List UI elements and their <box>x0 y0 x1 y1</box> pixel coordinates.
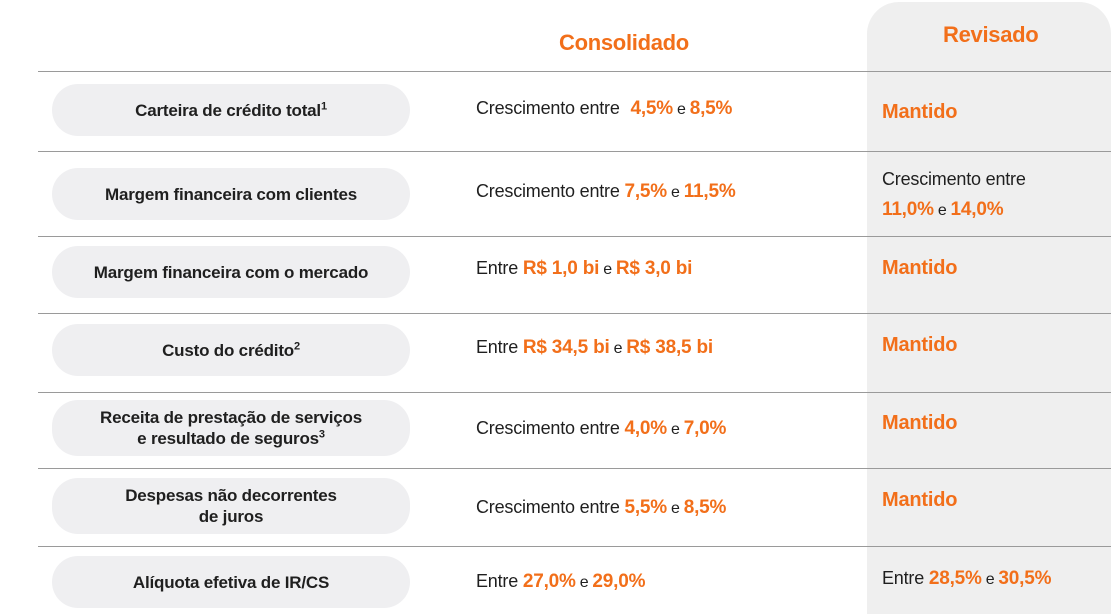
footnote-marker: 3 <box>318 428 325 441</box>
value-low: 4,0% <box>624 418 667 439</box>
row-label-carteira: Carteira de crédito total1 <box>52 84 410 136</box>
footnote-marker: 2 <box>293 339 300 352</box>
revisado-value: Mantido <box>882 334 958 356</box>
value-prefix: Crescimento entre <box>476 497 620 517</box>
value-conj: e <box>671 421 680 438</box>
label-text: Carteira de crédito total <box>135 100 321 120</box>
value-low: 5,5% <box>624 497 667 518</box>
value-conj: e <box>671 184 680 201</box>
revisado-column-panel <box>867 2 1111 614</box>
value-prefix: Entre <box>476 571 519 591</box>
label-text: Margem financeira com o mercado <box>93 262 369 282</box>
consolidado-value: Crescimento entre 7,5% e 11,5% <box>476 181 736 203</box>
consolidado-value: Crescimento entre 4,0% e 7,0% <box>476 418 726 440</box>
value-low: 27,0% <box>522 571 576 592</box>
value-low: 4,5% <box>630 98 673 119</box>
row-divider <box>38 392 1111 393</box>
consolidado-value: Crescimento entre 4,5% e 8,5% <box>476 98 732 120</box>
value-high: 8,5% <box>689 98 733 119</box>
row-label-custo-credito: Custo do crédito2 <box>52 324 410 376</box>
consolidado-value: Entre R$ 34,5 bi e R$ 38,5 bi <box>476 337 713 359</box>
revisado-value: Entre 28,5% e 30,5% <box>882 568 1051 590</box>
footnote-marker: 1 <box>320 99 327 112</box>
revised-prefix: Entre <box>882 568 925 588</box>
consolidado-value: Crescimento entre 5,5% e 8,5% <box>476 497 726 519</box>
value-high: 8,5% <box>683 497 727 518</box>
value-high: R$ 38,5 bi <box>626 337 713 358</box>
revised-conj: e <box>985 571 995 588</box>
value-high: 11,5% <box>683 181 736 202</box>
row-divider <box>38 546 1111 547</box>
value-high: R$ 3,0 bi <box>615 258 693 279</box>
row-divider <box>38 71 1111 72</box>
revisado-value: Mantido <box>882 257 958 279</box>
revised-low: 11,0% <box>882 199 934 220</box>
row-label-margem-mercado: Margem financeira com o mercado <box>52 246 410 298</box>
value-prefix: Entre <box>476 258 519 278</box>
revisado-value: Crescimento entre 11,0% e 14,0% <box>882 164 1026 226</box>
label-text: Alíquota efetiva de IR/CS <box>132 572 330 592</box>
revisado-value: Mantido <box>882 412 958 434</box>
revised-conj: e <box>937 202 947 219</box>
value-prefix: Crescimento entre <box>476 98 620 118</box>
row-label-aliquota: Alíquota efetiva de IR/CS <box>52 556 410 608</box>
revisado-value: Mantido <box>882 489 958 511</box>
label-text: Custo do crédito <box>162 340 294 360</box>
label-text: Margem financeira com clientes <box>105 184 357 204</box>
revised-high: 30,5% <box>998 568 1052 589</box>
row-divider <box>38 468 1111 469</box>
revised-high: 14,0% <box>950 199 1004 220</box>
label-text-line1: Despesas não decorrentes <box>125 486 337 505</box>
value-prefix: Crescimento entre <box>476 418 620 438</box>
value-high: 29,0% <box>592 571 646 592</box>
label-text-line2: e resultado de seguros <box>137 429 319 448</box>
value-conj: e <box>603 261 612 278</box>
row-label-receita-servicos: Receita de prestação de serviços e resul… <box>52 400 410 456</box>
row-divider <box>38 236 1111 237</box>
value-conj: e <box>671 500 680 517</box>
label-text-line1: Receita de prestação de serviços <box>100 408 362 427</box>
row-label-despesas: Despesas não decorrentes de juros <box>52 478 410 534</box>
revised-low: 28,5% <box>928 568 982 589</box>
label-text-line2: de juros <box>198 507 264 526</box>
value-conj: e <box>677 101 686 118</box>
value-prefix: Entre <box>476 337 519 357</box>
row-divider <box>38 151 1111 152</box>
value-conj: e <box>613 340 623 357</box>
value-low: R$ 34,5 bi <box>522 337 610 358</box>
consolidado-value: Entre R$ 1,0 bi e R$ 3,0 bi <box>476 258 692 280</box>
revisado-value: Mantido <box>882 101 958 123</box>
value-low: R$ 1,0 bi <box>522 258 600 279</box>
header-consolidado: Consolidado <box>559 30 689 55</box>
value-low: 7,5% <box>624 181 667 202</box>
value-prefix: Crescimento entre <box>476 181 620 201</box>
value-conj: e <box>579 574 589 591</box>
consolidado-value: Entre 27,0% e 29,0% <box>476 571 645 593</box>
revised-prefix: Crescimento entre <box>882 169 1026 189</box>
value-high: 7,0% <box>683 418 727 439</box>
row-divider <box>38 313 1111 314</box>
row-label-margem-clientes: Margem financeira com clientes <box>52 168 410 220</box>
header-revisado: Revisado <box>943 22 1039 47</box>
